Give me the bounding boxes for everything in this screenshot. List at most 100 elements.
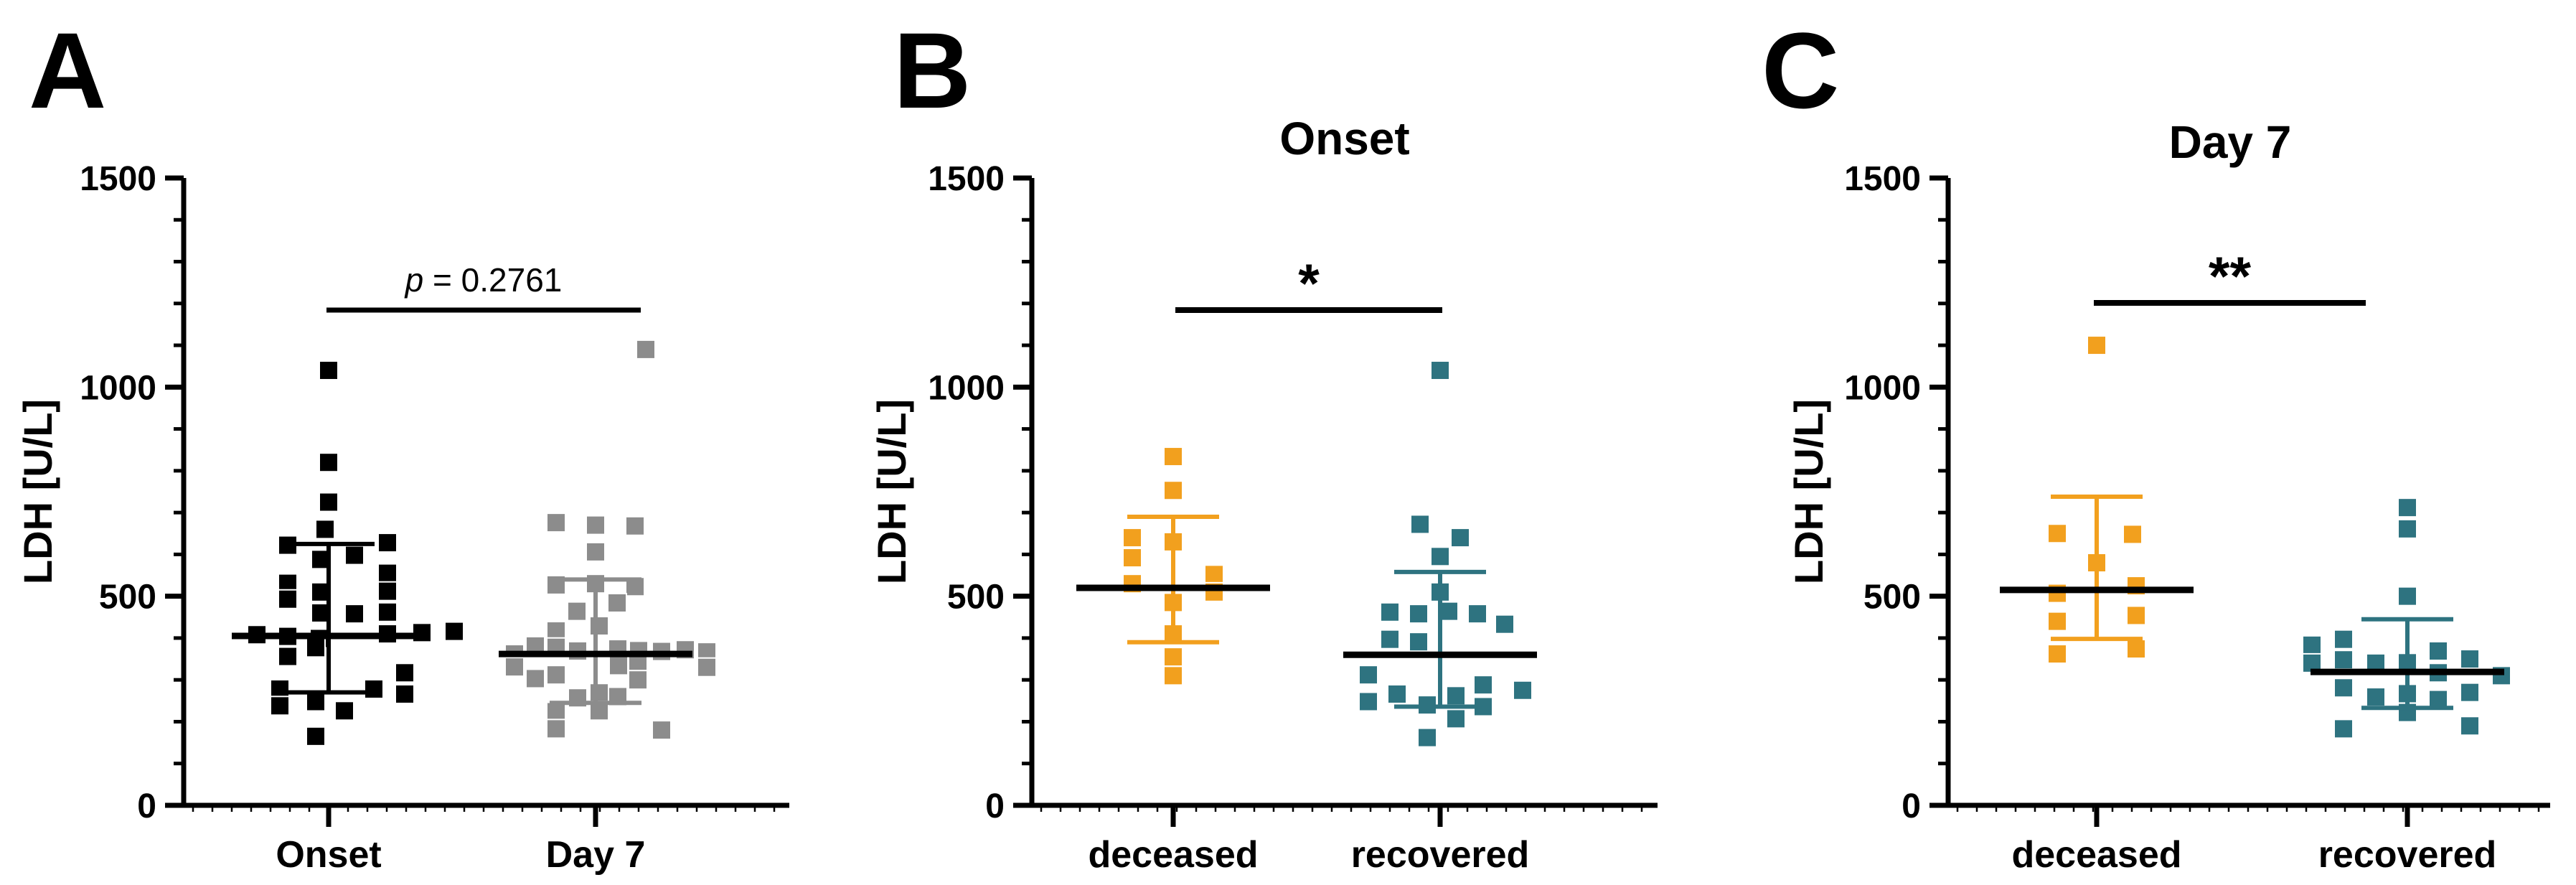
- data-point: [567, 601, 587, 622]
- data-point: [1410, 514, 1430, 535]
- data-point: [546, 718, 566, 739]
- category-label: Onset: [276, 834, 381, 876]
- data-point: [1513, 680, 1533, 701]
- panel-title: Onset: [1279, 113, 1409, 164]
- data-point: [395, 684, 415, 705]
- data-point: [586, 541, 606, 562]
- data-point: [1446, 685, 1466, 706]
- data-point: [2460, 716, 2480, 736]
- data-point: [546, 701, 566, 722]
- y-tick-label: 1000: [928, 369, 1005, 407]
- data-point: [315, 519, 335, 540]
- data-point: [2087, 335, 2107, 356]
- series-day-7: [504, 339, 717, 741]
- data-point: [2460, 682, 2480, 703]
- data-point: [278, 646, 298, 667]
- significance-label: *: [1298, 253, 1320, 314]
- data-point: [1409, 632, 1429, 652]
- data-point: [344, 545, 365, 566]
- data-point: [628, 670, 648, 690]
- significance-label: **: [2209, 246, 2252, 307]
- data-point: [377, 563, 398, 584]
- category-label: Day 7: [546, 834, 646, 876]
- data-point: [444, 621, 464, 642]
- data-point: [1417, 727, 1437, 748]
- data-point: [1430, 360, 1450, 381]
- data-point: [1163, 446, 1183, 467]
- data-point: [607, 592, 627, 613]
- data-point: [270, 696, 290, 716]
- category-label: deceased: [2011, 834, 2181, 876]
- data-point: [636, 339, 656, 360]
- data-point: [1380, 601, 1400, 622]
- significance-label: p = 0.2761: [404, 261, 563, 299]
- data-point: [586, 515, 606, 535]
- y-tick-label: 500: [99, 579, 156, 617]
- category-label: recovered: [2318, 834, 2497, 876]
- data-point: [1122, 548, 1142, 568]
- data-point: [334, 701, 354, 721]
- data-point: [2123, 524, 2143, 545]
- data-point: [546, 512, 566, 533]
- data-point: [608, 655, 629, 676]
- panel-c: C Day 7 LDH [U/L] 0 500 1000 1500 deceased recov…: [1762, 10, 2550, 876]
- y-tick-label: 0: [137, 787, 156, 825]
- data-point: [278, 589, 298, 609]
- panel-letter: C: [1762, 10, 1839, 131]
- data-point: [1204, 564, 1224, 585]
- data-point: [2333, 678, 2354, 698]
- data-point: [270, 679, 290, 700]
- data-point: [364, 679, 384, 700]
- panel-b: B Onset LDH [U/L] 0 500 1000 1500 deceased recov…: [869, 10, 1658, 876]
- data-point: [377, 581, 398, 601]
- data-point: [1380, 629, 1400, 650]
- y-tick-label: 1000: [80, 369, 156, 407]
- data-point: [319, 492, 339, 512]
- y-tick-label: 0: [1902, 787, 1921, 825]
- data-point: [504, 657, 525, 678]
- data-point: [2366, 687, 2386, 708]
- y-tick-label: 1500: [928, 160, 1005, 198]
- data-point: [2397, 497, 2417, 518]
- y-tick-label: 500: [1863, 579, 1921, 617]
- data-point: [652, 720, 672, 741]
- data-point: [2333, 629, 2354, 650]
- category-label: deceased: [1088, 834, 1258, 876]
- data-point: [697, 657, 717, 678]
- data-point: [306, 637, 326, 658]
- panel-a: A LDH [U/L] 0 500 1000 1500 Onset Day 7 p = 0.27…: [15, 10, 789, 876]
- data-point: [2047, 523, 2067, 544]
- y-tick-label: 1000: [1844, 369, 1921, 407]
- data-point: [1409, 604, 1429, 624]
- data-point: [2397, 586, 2417, 607]
- data-point: [1122, 528, 1142, 548]
- data-point: [2047, 611, 2067, 632]
- data-point: [2333, 718, 2354, 739]
- data-point: [1430, 546, 1450, 567]
- y-tick-label: 0: [985, 787, 1005, 825]
- data-point: [625, 515, 645, 536]
- data-point: [1473, 675, 1493, 696]
- data-point: [2333, 650, 2354, 670]
- panel-title: Day 7: [2169, 116, 2292, 168]
- y-tick-label: 1500: [80, 160, 156, 198]
- data-point: [1163, 665, 1183, 686]
- y-axis-label: LDH [U/L]: [1786, 399, 1831, 584]
- series-recovered: [1358, 360, 1533, 748]
- data-point: [1163, 647, 1183, 668]
- data-point: [319, 360, 339, 381]
- data-point: [1387, 684, 1407, 705]
- data-point: [2047, 644, 2067, 665]
- data-point: [546, 621, 566, 642]
- y-tick-label: 1500: [1844, 160, 1921, 198]
- data-point: [1439, 601, 1459, 622]
- data-point: [1358, 665, 1378, 685]
- panel-letter: B: [893, 10, 971, 131]
- data-point: [2126, 639, 2146, 660]
- data-point: [1450, 528, 1470, 548]
- data-point: [546, 665, 566, 685]
- series-onset: [247, 360, 464, 746]
- data-point: [1495, 614, 1515, 635]
